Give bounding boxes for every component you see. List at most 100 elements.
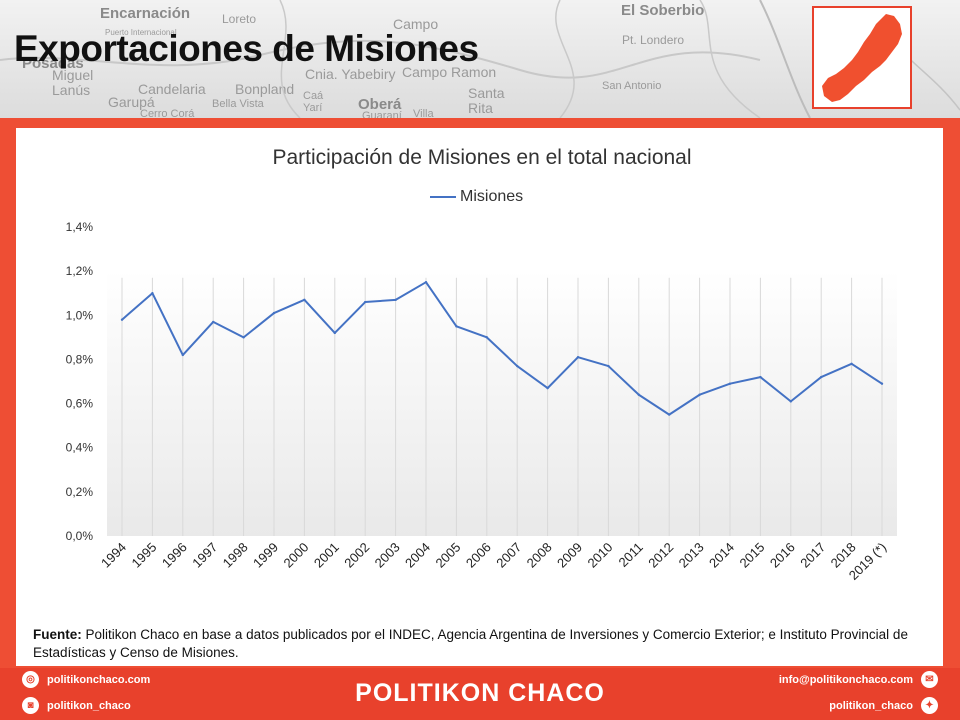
map-label: Cerro Corá <box>140 108 195 118</box>
map-label: Pt. Londero <box>622 33 685 47</box>
data-point <box>820 375 823 379</box>
x-tick-label: 2003 <box>372 540 403 571</box>
plot-area <box>107 270 897 536</box>
x-tick-label: 2011 <box>616 540 646 570</box>
data-point <box>759 375 762 379</box>
data-point <box>516 364 519 368</box>
data-point <box>576 356 580 359</box>
y-tick-label: 0,2% <box>66 485 94 499</box>
x-tick-label: 1999 <box>250 540 281 571</box>
map-label: Campo Ramon <box>402 64 497 80</box>
footer-website-text: politikonchaco.com <box>47 673 151 686</box>
data-point <box>455 325 458 328</box>
twitter-icon: ✦ <box>921 697 938 714</box>
data-point <box>424 280 428 284</box>
y-tick-label: 1,2% <box>66 264 94 278</box>
x-tick-label: 2002 <box>341 540 372 571</box>
map-label: Villa <box>413 108 434 118</box>
map-label: Caá Yarí <box>303 90 324 114</box>
legend-swatch <box>430 196 456 198</box>
x-tick-label: 1997 <box>189 540 220 571</box>
x-tick-label: 2013 <box>676 540 707 571</box>
source-text: Politikon Chaco en base a datos publicad… <box>33 627 908 660</box>
x-tick-label: 1995 <box>128 540 159 571</box>
x-tick-label: 2017 <box>797 540 828 571</box>
source-label: Fuente: <box>33 627 82 642</box>
x-tick-label: 1994 <box>98 540 129 571</box>
page-title: Exportaciones de Misiones <box>14 28 479 69</box>
map-label: Bella Vista <box>212 98 264 110</box>
x-tick-label: 2007 <box>493 540 524 571</box>
data-point <box>789 400 792 403</box>
data-point <box>880 382 884 385</box>
data-point <box>212 320 215 324</box>
footer-twitter[interactable]: politikon_chaco ✦ <box>829 697 938 714</box>
footer-instagram[interactable]: ◙ politikon_chaco <box>22 697 131 714</box>
map-roads <box>0 0 960 118</box>
map-label: Cnia. Yabebiry <box>305 66 396 82</box>
x-tick-label: 2001 <box>311 540 342 571</box>
map-label: Encarnación <box>100 5 191 22</box>
x-tick-label: 1998 <box>220 540 251 571</box>
chart-title: Participación de Misiones en el total na… <box>272 146 692 169</box>
map-background: Encarnación Loreto Posadas Campo El Sobe… <box>0 0 960 118</box>
globe-icon: ◎ <box>22 671 39 688</box>
x-tick-label: 2012 <box>645 540 676 571</box>
map-label: Bonpland <box>235 81 295 97</box>
data-point <box>485 336 488 339</box>
x-tick-label: 2010 <box>584 540 615 571</box>
x-tick-label: 2006 <box>463 540 494 571</box>
province-map-inset <box>812 6 912 109</box>
data-point <box>637 393 640 396</box>
data-point <box>242 336 245 339</box>
map-label: Campo <box>393 16 439 32</box>
data-point <box>181 353 184 357</box>
y-tick-label: 0,4% <box>66 441 94 455</box>
data-point <box>668 413 671 416</box>
data-point <box>151 292 154 295</box>
y-tick-label: 0,6% <box>66 397 94 411</box>
data-point <box>333 331 336 335</box>
brand-name: POLITIKON CHACO <box>355 679 605 707</box>
x-tick-label: 2009 <box>554 540 585 571</box>
x-tick-label: 2008 <box>524 540 555 571</box>
data-point <box>303 298 306 302</box>
data-point <box>272 311 276 315</box>
x-tick-label: 2004 <box>402 540 433 571</box>
data-point <box>698 393 701 396</box>
map-label: Oberá <box>358 96 402 113</box>
footer-instagram-text: politikon_chaco <box>47 699 131 712</box>
map-label: Puerto Internacional <box>105 28 177 37</box>
data-point <box>364 300 367 304</box>
data-point <box>728 382 732 385</box>
line-chart: 0,0% 0,2% 0,4% 0,6% 0,8% 1,0% 1,2% 1,4% 1994 1995… <box>66 220 897 583</box>
footer-email[interactable]: info@politikonchaco.com ✉ <box>779 671 938 688</box>
series-line-misiones <box>121 281 883 416</box>
y-tick-label: 0,0% <box>66 529 94 543</box>
map-label: Santa Rita <box>468 85 505 116</box>
map-label: Candelaria <box>138 81 206 97</box>
footer-twitter-text: politikon_chaco <box>829 699 913 712</box>
x-tick-label: 2014 <box>706 540 737 571</box>
footer-website[interactable]: ◎ politikonchaco.com <box>22 671 150 688</box>
y-tick-label: 1,4% <box>66 220 94 234</box>
data-point <box>120 318 124 321</box>
map-label: Garupá <box>108 94 155 110</box>
data-point <box>607 364 610 368</box>
misiones-province-icon <box>822 14 902 102</box>
map-label: Miguel Lanús <box>52 67 94 98</box>
x-tick-label: 1996 <box>159 540 190 571</box>
y-tick-label: 1,0% <box>66 308 94 322</box>
instagram-icon: ◙ <box>22 697 39 714</box>
data-point <box>394 298 397 302</box>
data-point <box>850 362 853 366</box>
source-note: Fuente: Politikon Chaco en base a datos … <box>33 626 913 662</box>
legend-label: Misiones <box>460 188 524 205</box>
x-tick-label: 2000 <box>280 540 311 571</box>
footer-bar <box>0 668 960 720</box>
y-tick-label: 0,8% <box>66 352 94 366</box>
map-label: El Soberbio <box>621 2 705 19</box>
footer-email-text: info@politikonchaco.com <box>778 673 913 686</box>
x-tick-label: 2005 <box>432 540 463 571</box>
data-point <box>546 386 549 390</box>
